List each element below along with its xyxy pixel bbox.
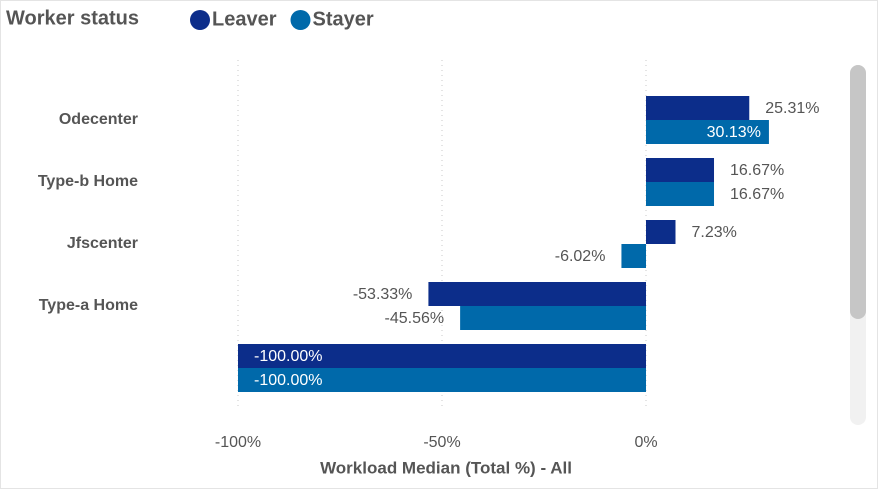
bar bbox=[646, 96, 750, 120]
scrollbar-thumb[interactable] bbox=[850, 65, 866, 319]
bar bbox=[646, 158, 715, 182]
data-label: 16.67% bbox=[730, 162, 784, 179]
data-label: 7.23% bbox=[691, 224, 736, 241]
data-label: 16.67% bbox=[730, 186, 784, 203]
x-tick-label: -50% bbox=[423, 434, 460, 451]
data-label: 30.13% bbox=[707, 124, 761, 141]
data-label: -53.33% bbox=[353, 286, 413, 303]
category-label: Odecenter bbox=[59, 111, 138, 128]
bar bbox=[646, 220, 676, 244]
bar bbox=[238, 344, 646, 368]
legend-label: Leaver bbox=[212, 8, 277, 30]
data-label: -6.02% bbox=[555, 248, 606, 265]
bar bbox=[621, 244, 646, 268]
legend-swatch bbox=[190, 10, 210, 30]
x-tick-label: 0% bbox=[634, 434, 657, 451]
bar bbox=[428, 282, 646, 306]
data-label: 25.31% bbox=[765, 100, 819, 117]
bar bbox=[646, 182, 715, 206]
legend-title: Worker status bbox=[6, 7, 139, 29]
category-label: Type-b Home bbox=[38, 173, 138, 190]
bar bbox=[460, 306, 646, 330]
data-label: -100.00% bbox=[254, 348, 323, 365]
x-axis-title: Workload Median (Total %) - All bbox=[320, 458, 572, 477]
bar bbox=[238, 368, 646, 392]
bar bbox=[646, 120, 769, 144]
category-label: Type-a Home bbox=[39, 297, 138, 314]
legend-swatch bbox=[290, 10, 311, 30]
x-tick-label: -100% bbox=[215, 434, 261, 451]
data-label: -45.56% bbox=[385, 310, 445, 327]
data-label: -100.00% bbox=[254, 372, 323, 389]
category-label: Jfscenter bbox=[67, 235, 138, 252]
legend-label: Stayer bbox=[313, 8, 374, 30]
